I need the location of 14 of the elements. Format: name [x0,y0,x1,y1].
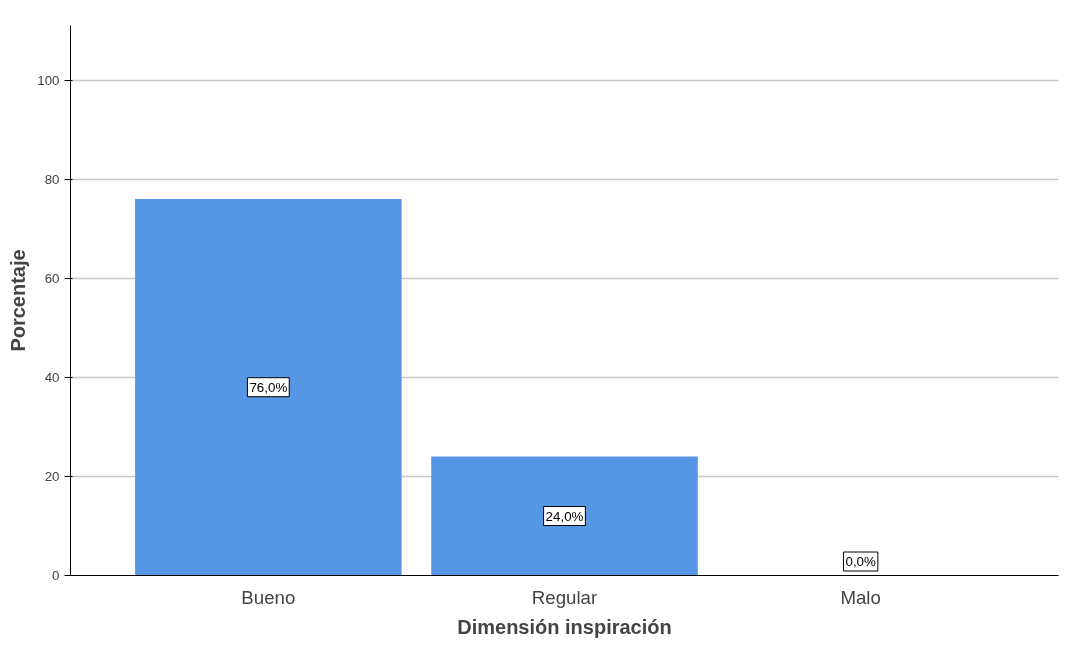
x-tick-label: Regular [531,586,598,608]
x-tick-label: Malo [840,586,881,608]
data-label: 0,0% [845,554,876,569]
y-tick-label: 40 [44,369,60,385]
y-axis-title: Porcentaje [7,249,30,352]
data-label: 76,0% [249,379,288,395]
x-tick-label: Bueno [241,586,296,608]
y-tick-label: 60 [44,270,60,286]
y-tick-label: 80 [44,171,60,187]
y-tick-label: 0 [52,568,60,583]
x-axis-title: Dimensión inspiración [457,615,672,638]
data-label: 24,0% [545,508,584,524]
y-tick-label: 100 [37,72,60,88]
y-tick-label: 20 [44,468,60,484]
